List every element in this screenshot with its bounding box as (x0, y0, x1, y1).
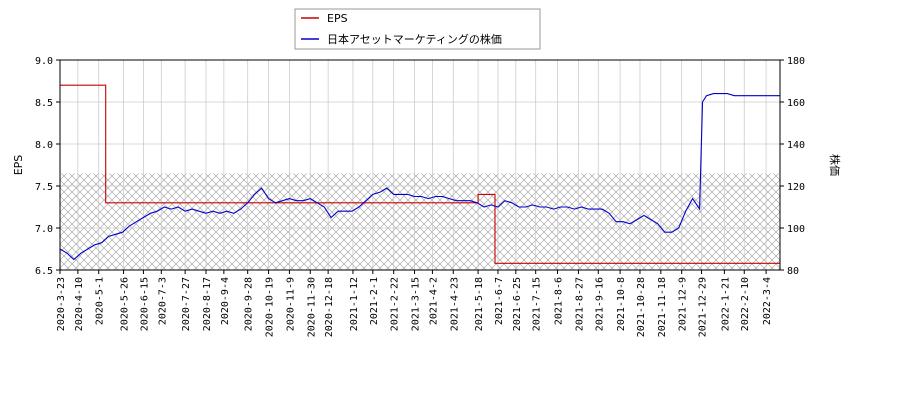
right-tick-label: 180 (787, 56, 805, 67)
left-tick-label: 8.5 (35, 98, 53, 109)
x-tick-label: 2020-11-30 (306, 277, 317, 337)
x-tick-label: 2021-11-18 (657, 277, 668, 337)
x-tick-label: 2021-4-2 (428, 277, 439, 325)
right-tick-label: 120 (787, 182, 805, 193)
x-tick-label: 2021-6-7 (494, 277, 505, 325)
x-tick-label: 2021-7-15 (532, 277, 543, 331)
x-tick-label: 2020-6-15 (139, 277, 150, 331)
x-tick-label: 2020-9-28 (244, 277, 255, 331)
x-tick-label: 2021-12-29 (698, 277, 709, 337)
legend-box (294, 8, 541, 50)
x-tick-label: 2020-7-27 (181, 277, 192, 331)
x-tick-label: 2021-6-25 (512, 277, 523, 331)
left-tick-label: 7.0 (35, 224, 53, 235)
x-tick-label: 2020-9-4 (220, 277, 231, 325)
x-tick-label: 2021-8-6 (554, 277, 565, 325)
x-tick-label: 2021-5-18 (474, 277, 485, 331)
x-tick-label: 2020-5-1 (95, 277, 106, 325)
right-tick-label: 100 (787, 224, 805, 235)
x-tick-label: 2021-3-15 (411, 277, 422, 331)
left-tick-label: 9.0 (35, 56, 53, 67)
x-tick-label: 2021-8-27 (574, 277, 585, 331)
grid (59, 59, 780, 271)
right-axis: 80 100 120 140 160 180 (780, 56, 805, 277)
series-lines (60, 84, 780, 264)
stock-price-line (60, 93, 780, 261)
left-tick-label: 6.5 (35, 266, 53, 277)
x-tick-label: 2021-9-16 (594, 277, 605, 331)
right-tick-label: 140 (787, 140, 805, 151)
x-tick-label: 2020-4-10 (74, 277, 85, 331)
x-tick-label: 2020-7-3 (157, 277, 168, 325)
x-axis: 2020-3-23 2020-4-10 2020-5-1 2020-5-26 2020-… (56, 270, 773, 337)
right-axis-label: 株価 (828, 154, 842, 176)
plot-frame (59, 59, 781, 271)
x-tick-label: 2020-10-19 (265, 277, 276, 337)
x-tick-label: 2021-10-28 (636, 277, 647, 337)
x-tick-label: 2021-4-23 (449, 277, 460, 331)
legend-eps-label: EPS (327, 12, 348, 25)
x-tick-label: 2021-12-9 (678, 277, 689, 331)
left-tick-label: 7.5 (35, 182, 53, 193)
x-tick-label: 2022-1-21 (720, 277, 731, 331)
x-tick-label: 2022-3-4 (762, 277, 773, 325)
x-tick-label: 2022-2-10 (740, 277, 751, 331)
left-tick-label: 8.0 (35, 140, 53, 151)
x-tick-label: 2020-8-17 (202, 277, 213, 331)
x-tick-label: 2021-1-12 (349, 277, 360, 331)
left-axis-label: EPS (12, 155, 25, 176)
x-tick-label: 2020-11-9 (285, 277, 296, 331)
x-tick-label: 2020-5-26 (120, 277, 131, 331)
left-axis: 6.5 7.0 7.5 8.0 8.5 9.0 (35, 56, 60, 277)
right-tick-label: 80 (787, 266, 799, 277)
hatched-band (60, 173, 780, 270)
x-tick-label: 2021-2-22 (390, 277, 401, 331)
legend: EPS 日本アセットマーケティングの株価 (294, 8, 541, 50)
x-tick-label: 2020-3-23 (56, 277, 67, 331)
legend-price-label: 日本アセットマーケティングの株価 (327, 32, 502, 46)
right-tick-label: 160 (787, 98, 805, 109)
x-tick-label: 2021-2-1 (369, 277, 380, 325)
x-tick-label: 2021-10-8 (616, 277, 627, 331)
x-tick-label: 2020-12-18 (324, 277, 335, 337)
